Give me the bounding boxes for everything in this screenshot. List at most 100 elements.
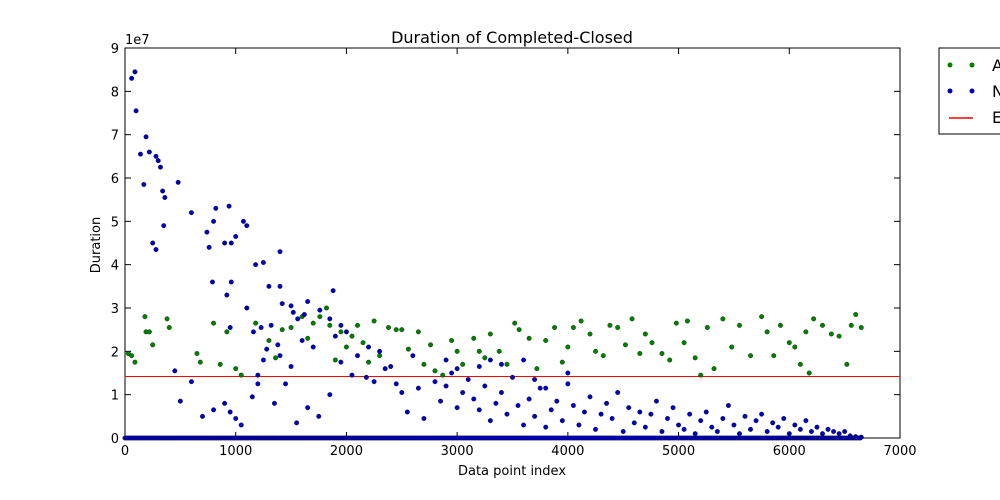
data-point-n [587, 394, 593, 400]
y-tick-label: 1 [111, 389, 119, 404]
data-point-a [803, 329, 809, 335]
data-point-a [449, 338, 455, 343]
x-tick-label: 2000 [330, 444, 363, 459]
data-point-n [327, 392, 333, 398]
data-point-a [338, 329, 344, 335]
data-point-n [228, 240, 234, 246]
data-point-n [294, 420, 300, 426]
data-point-n [482, 383, 488, 389]
data-point-a [771, 353, 777, 359]
data-point-a [487, 331, 493, 337]
data-point-n [814, 424, 820, 430]
data-point-n [258, 325, 264, 330]
data-point-n [725, 403, 731, 408]
data-point-n [742, 413, 748, 419]
data-point-n [260, 260, 266, 265]
data-point-n [141, 182, 147, 187]
data-point-a [637, 351, 643, 356]
data-point-n [253, 262, 259, 268]
data-point-n [338, 322, 344, 328]
data-point-n [277, 283, 283, 289]
data-point-n [665, 416, 670, 421]
data-point-n [272, 400, 277, 406]
data-point-n [792, 422, 798, 428]
y-tick-label: 2 [111, 345, 119, 360]
data-point-n [275, 342, 281, 348]
data-point-n [244, 305, 250, 311]
data-point-a [764, 329, 770, 335]
data-point-a [600, 353, 606, 359]
data-point-a [471, 335, 477, 341]
data-point-a [146, 329, 152, 335]
data-point-a [460, 361, 466, 367]
data-point-a [844, 361, 850, 367]
data-point-a [310, 320, 316, 326]
data-point-n [759, 411, 765, 417]
data-point-a [704, 325, 710, 330]
data-point-a [132, 359, 138, 365]
data-point-a [698, 372, 704, 378]
data-point-a [811, 316, 817, 322]
data-point-n [210, 279, 215, 285]
data-point-a [806, 370, 812, 376]
data-point-n [382, 366, 388, 372]
x-tick-label: 4000 [551, 444, 584, 459]
data-point-n [454, 366, 460, 372]
data-point-n [515, 403, 521, 408]
data-point-n [803, 418, 809, 424]
data-point-n [146, 149, 152, 155]
y-offset-label: 1e7 [125, 33, 150, 48]
data-point-a [432, 368, 438, 374]
data-point-n [200, 413, 205, 419]
data-point-n [714, 429, 720, 434]
data-point-n [842, 429, 848, 434]
data-point-a [684, 318, 690, 324]
data-point-n [206, 244, 212, 250]
data-point-n [626, 405, 632, 411]
data-point-a [858, 325, 864, 330]
data-point-n [266, 283, 272, 289]
data-point-n [366, 344, 372, 350]
data-point-a [552, 325, 558, 330]
data-point-a [224, 329, 230, 335]
data-point-a [759, 314, 765, 320]
data-point-n [449, 370, 455, 376]
data-point-a [559, 359, 565, 365]
data-point-a [534, 366, 540, 372]
data-point-a [512, 320, 518, 326]
data-point-a [504, 361, 510, 367]
data-point-n [249, 394, 255, 400]
data-point-n [175, 179, 181, 185]
x-tick-label: 5000 [662, 444, 695, 459]
data-point-n [593, 426, 598, 432]
data-point-n [255, 372, 261, 378]
y-tick-label: 4 [111, 259, 119, 274]
data-point-a [649, 340, 655, 346]
data-point-n [476, 407, 482, 413]
legend-marker-n [947, 88, 953, 94]
data-point-a [853, 312, 859, 317]
legend: A N E [938, 47, 1000, 135]
data-point-a [197, 359, 203, 365]
data-point-n [404, 409, 410, 415]
y-tick-label: 5 [111, 215, 119, 230]
data-point-a [440, 372, 446, 378]
data-point-a [516, 327, 522, 333]
data-point-n [609, 416, 615, 421]
data-point-n [836, 431, 842, 437]
data-point-n [301, 312, 307, 317]
data-point-n [226, 203, 232, 209]
data-point-n [388, 364, 394, 369]
data-point-n [188, 210, 194, 216]
data-point-a [836, 333, 842, 339]
data-point-n [133, 108, 139, 114]
data-point-a [792, 344, 798, 350]
data-point-n [731, 422, 737, 428]
data-point-n [543, 385, 549, 391]
data-point-a [848, 322, 854, 328]
data-point-n [504, 411, 510, 417]
data-point-a [360, 340, 366, 346]
legend-marker-n-2 [969, 88, 975, 94]
data-point-n [338, 359, 344, 365]
data-point-n [211, 407, 217, 413]
